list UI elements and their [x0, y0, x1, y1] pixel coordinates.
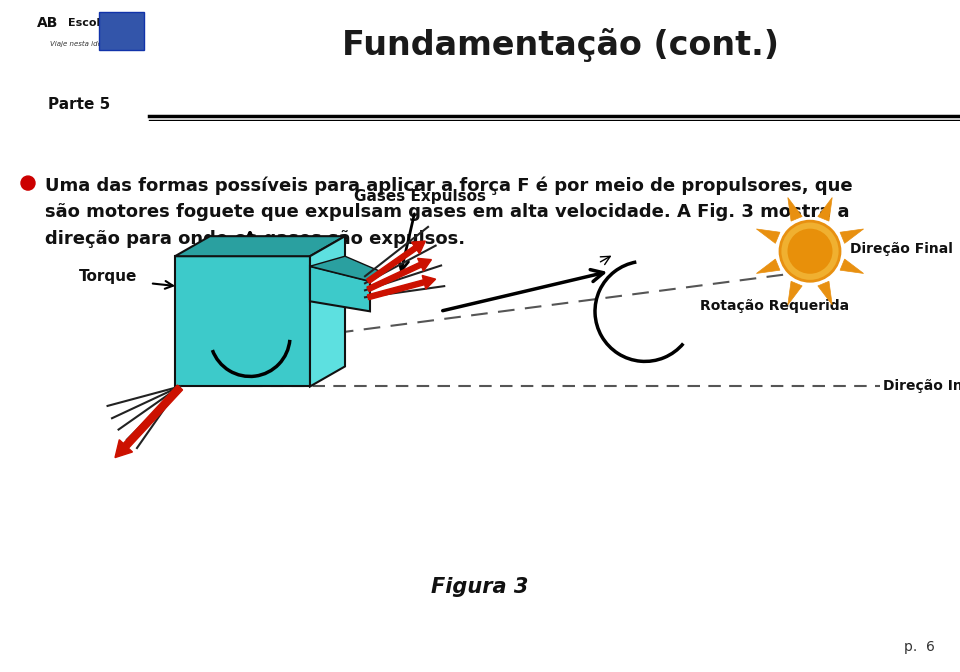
FancyArrow shape [367, 258, 431, 292]
FancyArrow shape [367, 241, 425, 284]
Circle shape [787, 228, 832, 274]
Text: Torque: Torque [79, 269, 137, 284]
Text: Figura 3: Figura 3 [431, 577, 529, 597]
Polygon shape [310, 266, 370, 311]
Polygon shape [756, 229, 780, 243]
Text: Direção Inicial: Direção Inicial [883, 380, 960, 394]
Text: direção para onde os gases são expulsos.: direção para onde os gases são expulsos. [45, 230, 466, 248]
Text: Viaje nesta idéia!: Viaje nesta idéia! [50, 40, 110, 47]
Circle shape [780, 221, 840, 282]
Text: são motores foguete que expulsam gases em alta velocidade. A Fig. 3 mostra a: são motores foguete que expulsam gases e… [45, 203, 850, 221]
Text: AB: AB [37, 15, 59, 30]
Polygon shape [310, 236, 345, 386]
Text: Uma das formas possíveis para aplicar a força F é por meio de propulsores, que: Uma das formas possíveis para aplicar a … [45, 176, 852, 195]
Polygon shape [175, 236, 345, 256]
FancyArrow shape [368, 276, 436, 300]
Text: Fundamentação (cont.): Fundamentação (cont.) [342, 28, 779, 62]
Polygon shape [840, 229, 864, 243]
Bar [100, 12, 144, 50]
Polygon shape [788, 198, 803, 221]
Polygon shape [175, 256, 310, 386]
Circle shape [21, 176, 35, 190]
Text: Rotação Requerida: Rotação Requerida [700, 299, 850, 313]
Text: p.  6: p. 6 [904, 640, 935, 654]
Polygon shape [310, 256, 380, 282]
Text: Parte 5: Parte 5 [48, 97, 110, 112]
Text: EscolA: EscolA [68, 17, 108, 28]
Text: Direção Final: Direção Final [850, 242, 953, 256]
FancyArrow shape [115, 385, 182, 458]
Polygon shape [788, 282, 803, 305]
Text: Gases Expulsos: Gases Expulsos [354, 189, 486, 204]
Polygon shape [756, 259, 780, 274]
Polygon shape [840, 259, 864, 274]
Polygon shape [818, 282, 832, 305]
Polygon shape [818, 198, 832, 221]
